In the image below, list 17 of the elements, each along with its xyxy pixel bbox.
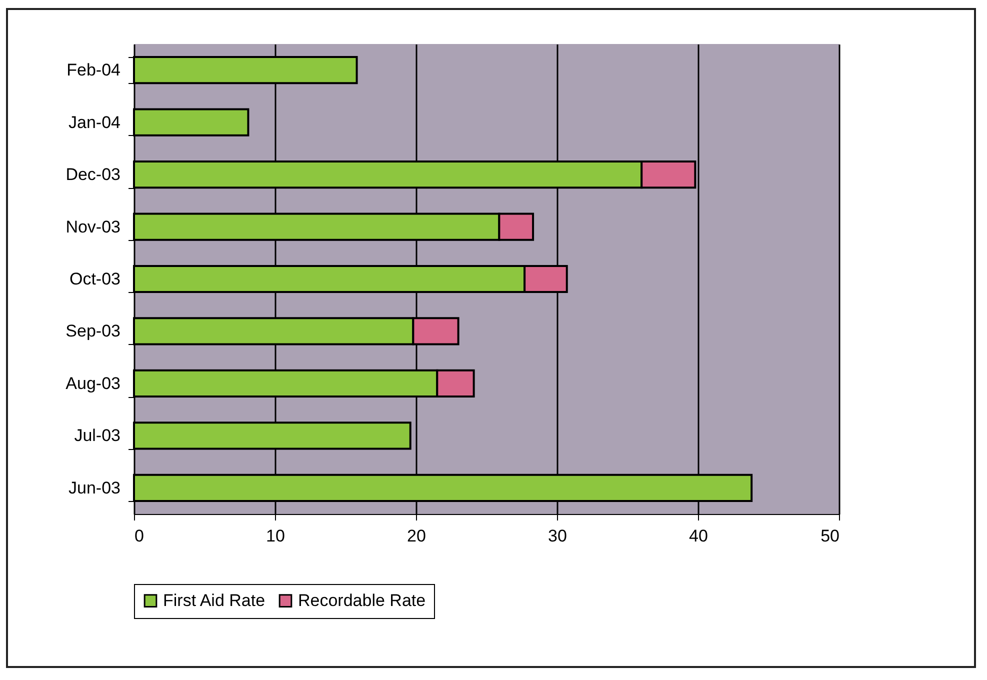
legend-label: First Aid Rate xyxy=(163,590,266,610)
y-tick-label: Feb-04 xyxy=(66,60,120,80)
y-tick-label: Jun-03 xyxy=(68,478,120,498)
x-tick-label: 20 xyxy=(407,526,426,546)
y-tick-label: Dec-03 xyxy=(66,165,120,184)
x-tick-label: 40 xyxy=(689,526,708,546)
y-tick-label: Jul-03 xyxy=(74,426,120,446)
y-tick-label: Nov-03 xyxy=(66,217,120,236)
y-tick-label: Aug-03 xyxy=(66,374,120,393)
x-tick-label: 10 xyxy=(266,526,285,546)
x-tick-label: 0 xyxy=(134,526,144,546)
x-tick-label: 30 xyxy=(548,526,567,546)
legend-label: Recordable Rate xyxy=(298,590,426,610)
y-tick-label: Sep-03 xyxy=(66,322,120,341)
y-tick-label: Jan-04 xyxy=(68,112,120,132)
x-tick-label: 50 xyxy=(820,526,840,546)
y-tick-label: Oct-03 xyxy=(69,270,120,288)
